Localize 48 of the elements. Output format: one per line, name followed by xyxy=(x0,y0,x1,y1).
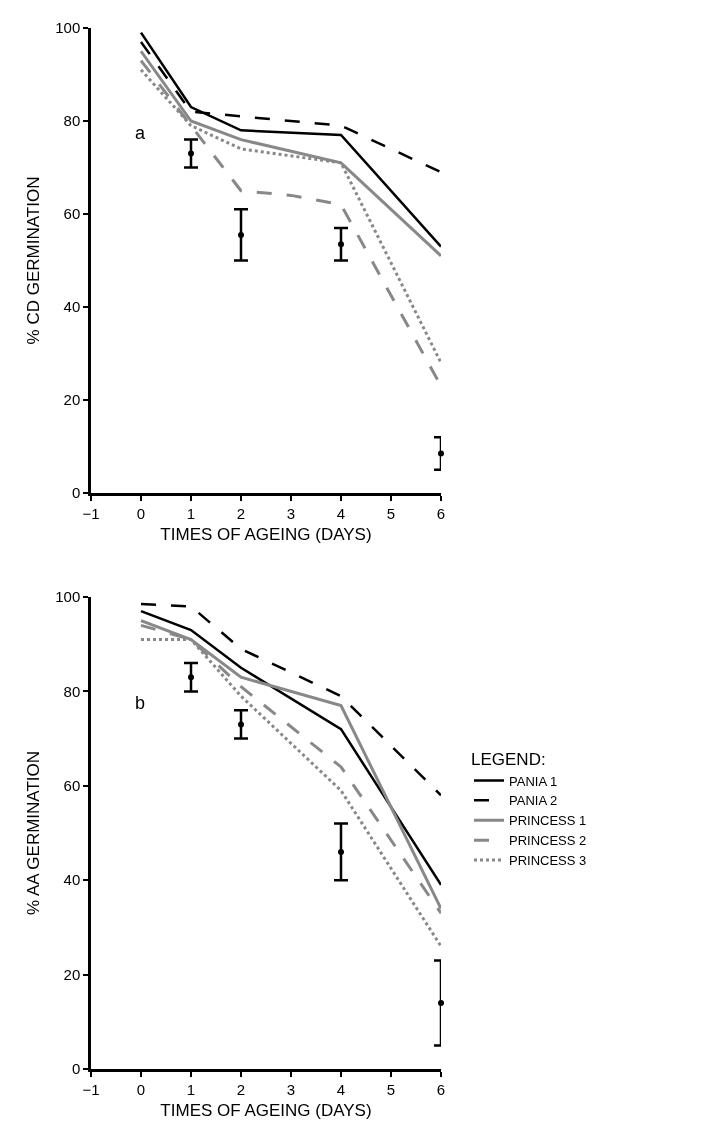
point xyxy=(188,674,194,681)
x-tick-label: 3 xyxy=(286,1080,296,1098)
y-tick-label: 0 xyxy=(71,1060,81,1078)
x-axis-title: TIMES OF AGEING (DAYS) xyxy=(160,525,372,545)
y-tick-label: 20 xyxy=(63,391,81,409)
x-tick-label: 4 xyxy=(336,1080,346,1098)
point xyxy=(438,450,444,457)
x-tick-label: −1 xyxy=(82,1080,100,1098)
y-axis-title: % CD GERMINATION xyxy=(23,176,43,345)
x-tick-label: 2 xyxy=(236,504,246,522)
legend-label: PANIA 1 xyxy=(509,773,558,789)
x-tick-label: 4 xyxy=(336,504,346,522)
y-tick-label: 0 xyxy=(71,484,81,502)
legend-label: PRINCESS 2 xyxy=(509,833,587,849)
x-tick-label: 0 xyxy=(136,504,146,522)
x-tick-label: 6 xyxy=(436,504,446,522)
x-tick-label: 5 xyxy=(386,1080,396,1098)
point xyxy=(338,241,344,248)
x-tick-label: 1 xyxy=(186,504,196,522)
annotation: b xyxy=(135,693,146,713)
point xyxy=(338,848,344,855)
x-tick-label: −1 xyxy=(82,504,100,522)
legend-label: PRINCESS 3 xyxy=(509,853,587,869)
x-tick-label: 1 xyxy=(186,1080,196,1098)
point xyxy=(188,150,194,157)
y-axis-title: % AA GERMINATION xyxy=(23,750,43,916)
legend-label: PRINCESS 1 xyxy=(509,813,587,829)
y-tick-label: 40 xyxy=(63,871,81,889)
y-tick-label: 20 xyxy=(63,965,81,983)
y-tick-label: 60 xyxy=(63,777,81,795)
y-tick-label: 60 xyxy=(63,205,81,223)
x-tick-label: 3 xyxy=(286,504,296,522)
y-tick-label: 40 xyxy=(63,298,81,316)
legend-label: PANIA 2 xyxy=(509,793,558,809)
x-tick-label: 5 xyxy=(386,504,396,522)
point xyxy=(438,999,444,1006)
x-axis-title: TIMES OF AGEING (DAYS) xyxy=(160,1101,372,1121)
point xyxy=(238,231,244,238)
y-tick-label: 80 xyxy=(63,682,81,700)
x-tick-label: 2 xyxy=(236,1080,246,1098)
x-tick-label: 0 xyxy=(136,1080,146,1098)
legend-title: LEGEND: xyxy=(471,750,546,770)
point xyxy=(238,721,244,728)
y-tick-label: 100 xyxy=(55,588,81,606)
x-tick-label: 6 xyxy=(436,1080,446,1098)
annotation: a xyxy=(135,123,146,143)
y-tick-label: 80 xyxy=(63,112,81,130)
y-tick-label: 100 xyxy=(55,19,81,37)
